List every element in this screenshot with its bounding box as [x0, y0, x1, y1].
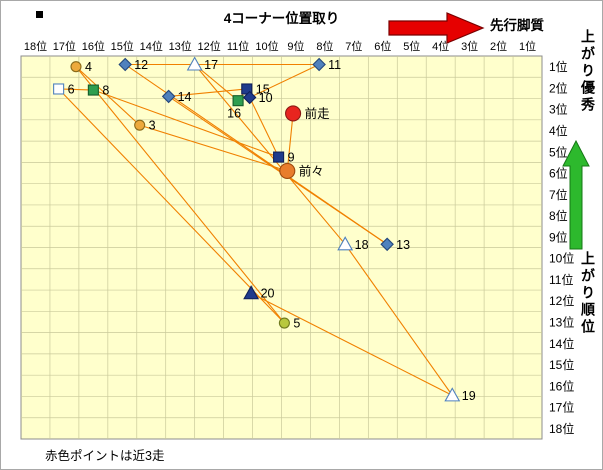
- data-point-triangle: [337, 236, 354, 251]
- x-axis-tick: 17位: [53, 39, 76, 53]
- connection-line: [286, 113, 294, 171]
- right-arrow-icon: [388, 12, 485, 44]
- data-point-circle: [134, 119, 146, 131]
- data-point-diamond: [312, 57, 326, 72]
- data-point-triangle: [243, 285, 260, 300]
- data-point-diamond: [161, 89, 176, 104]
- connection-line: [249, 64, 320, 98]
- x-axis-tick: 18位: [24, 39, 47, 53]
- connection-line: [344, 243, 453, 396]
- y-axis-tick: 3位: [549, 102, 568, 117]
- point-label: 3: [149, 119, 156, 133]
- point-label: 9: [288, 151, 295, 165]
- point-label: 10: [259, 91, 273, 105]
- y-axis-tick: 11位: [549, 272, 573, 287]
- y-axis-tick: 2位: [549, 80, 568, 95]
- y-axis-tick: 1位: [549, 59, 568, 74]
- y-axis-tick: 15位: [549, 357, 574, 372]
- connection-line: [75, 66, 285, 324]
- y-axis-tick: 9位: [549, 229, 568, 244]
- y-axis-tick: 12位: [549, 293, 574, 308]
- data-point-diamond: [242, 90, 257, 105]
- up-arrow-icon: [562, 139, 590, 250]
- point-label: 15: [256, 82, 270, 96]
- y-axis-tick: 10位: [549, 251, 574, 266]
- leading-style-label: 先行脚質: [490, 18, 544, 33]
- y-axis-tick: 7位: [549, 187, 568, 202]
- connection-line: [249, 97, 280, 158]
- agari-excellent-label: 上がり優秀: [580, 29, 596, 114]
- x-axis-tick: 10位: [255, 39, 278, 53]
- point-label: 5: [293, 317, 300, 331]
- x-axis-tick: 16位: [82, 39, 105, 53]
- connection-line: [168, 95, 388, 245]
- chart-title: 4コーナー位置取り: [223, 11, 340, 26]
- data-point-circle: [285, 105, 302, 122]
- x-axis-tick: 1位: [519, 39, 536, 53]
- connection-line: [168, 88, 247, 97]
- x-axis-tick: 15位: [111, 39, 134, 53]
- connection-line: [250, 292, 453, 396]
- data-point-square: [273, 151, 285, 163]
- x-axis-tick: 11位: [227, 39, 249, 53]
- point-label: 前走: [305, 106, 331, 121]
- point-label: 18: [355, 238, 369, 252]
- point-label: 6: [68, 82, 75, 96]
- point-label: 20: [261, 287, 275, 301]
- x-axis-tick: 4位: [432, 39, 449, 53]
- point-label: 11: [328, 58, 341, 72]
- point-label: 14: [178, 90, 192, 104]
- x-axis-tick: 14位: [140, 39, 163, 53]
- x-axis-tick: 3位: [461, 39, 478, 53]
- agari-up-arrow-icon: [562, 139, 590, 250]
- y-axis-tick: 6位: [549, 166, 568, 181]
- point-label: 16: [227, 107, 241, 121]
- point-label: 12: [134, 58, 148, 72]
- data-point-circle: [70, 61, 82, 73]
- connection-line: [75, 66, 141, 126]
- x-axis-tick: 13位: [169, 39, 192, 53]
- footer-note: 赤色ポイントは近3走: [45, 449, 165, 463]
- connection-line: [93, 89, 279, 158]
- data-point-circle: [279, 162, 296, 179]
- point-label: 4: [85, 60, 92, 74]
- x-axis-tick: 12位: [198, 39, 221, 53]
- data-point-triangle: [186, 56, 203, 71]
- connection-line: [139, 124, 288, 172]
- y-axis-tick: 16位: [549, 378, 574, 393]
- x-axis-tick: 5位: [403, 39, 420, 53]
- data-point-triangle: [444, 387, 461, 402]
- leading-style-arrow-icon: [388, 12, 485, 44]
- point-label: 前々: [299, 163, 324, 178]
- x-axis-tick: 6位: [374, 39, 391, 53]
- y-axis-tick: 17位: [549, 400, 574, 415]
- data-point-square: [87, 84, 99, 96]
- x-axis-tick: 8位: [316, 39, 333, 53]
- y-axis-tick: 14位: [549, 336, 574, 351]
- x-axis-tick: 2位: [490, 39, 507, 53]
- connection-line: [194, 64, 346, 245]
- y-axis-tick: 18位: [549, 421, 574, 436]
- agari-rank-label: 上がり順位: [580, 251, 596, 336]
- x-axis-tick: 7位: [345, 39, 362, 53]
- y-axis-tick: 13位: [549, 314, 574, 329]
- point-label: 19: [462, 389, 476, 403]
- data-point-diamond: [380, 237, 394, 252]
- point-label: 17: [204, 58, 218, 72]
- data-point-circle: [278, 317, 290, 329]
- data-point-square: [232, 95, 244, 107]
- bullet-marker: [36, 11, 43, 18]
- data-point-diamond: [118, 57, 132, 72]
- point-label: 8: [102, 84, 109, 98]
- data-point-square: [53, 83, 65, 95]
- y-axis-tick: 4位: [549, 123, 568, 138]
- y-axis-tick: 5位: [549, 144, 568, 159]
- y-axis-tick: 8位: [549, 208, 568, 223]
- point-label: 13: [396, 238, 410, 252]
- connection-line: [58, 88, 94, 91]
- x-axis-tick: 9位: [287, 39, 304, 53]
- connection-line: [58, 88, 285, 324]
